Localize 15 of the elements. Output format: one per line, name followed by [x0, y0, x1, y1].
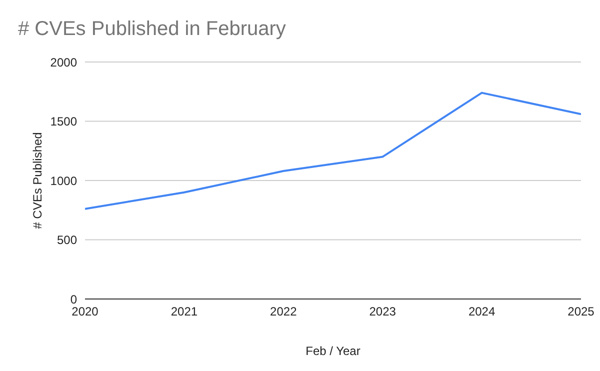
y-tick-label: 2000 [50, 55, 78, 70]
y-tick-label: 500 [56, 233, 78, 248]
x-tick-label: 2021 [170, 304, 198, 319]
y-tick-label: 1000 [50, 174, 78, 188]
y-tick-label: 0 [70, 292, 78, 306]
x-tick-label: 2020 [72, 304, 99, 319]
chart-title: # CVEs Published in February [18, 18, 286, 41]
x-tick-label: 2024 [468, 304, 496, 319]
line-series [85, 92, 581, 210]
x-tick-label: 2025 [568, 304, 595, 319]
x-axis-title: Feb / Year [306, 344, 360, 358]
x-tick-label: 2023 [369, 304, 396, 319]
y-axis-title: # CVEs Published [30, 132, 44, 229]
x-tick-label: 2022 [270, 304, 298, 319]
y-tick-label: 1500 [50, 114, 78, 129]
